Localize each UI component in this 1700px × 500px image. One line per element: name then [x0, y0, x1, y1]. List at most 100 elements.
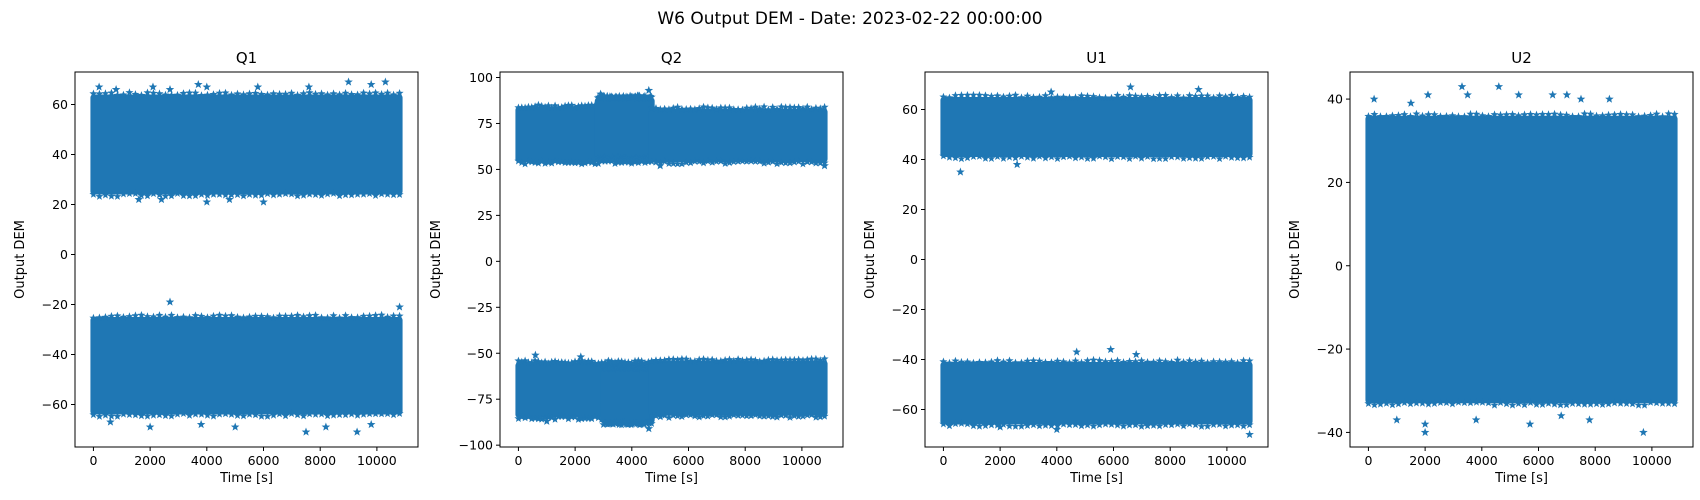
- data-point: [993, 152, 1002, 160]
- data-point: [221, 88, 230, 97]
- data-point: [131, 410, 140, 419]
- data-point: [125, 312, 134, 320]
- data-point: [957, 357, 966, 366]
- data-point: [353, 190, 362, 198]
- data-point: [371, 409, 380, 418]
- data-point: [1203, 358, 1212, 367]
- data-point: [1119, 358, 1128, 366]
- data-point-outlier: [1471, 415, 1481, 424]
- data-point: [215, 190, 224, 198]
- data-point: [1544, 110, 1553, 118]
- subplot-q2: Q2 0 2000 4000 6000 8000 10000 −100 −75 −50 −25 0 2…: [429, 49, 844, 486]
- data-point: [660, 356, 669, 364]
- data-point: [794, 103, 803, 111]
- data-point: [1466, 398, 1475, 407]
- x-tick-label: 6000: [1098, 453, 1130, 468]
- data-point: [1526, 398, 1535, 407]
- data-point: [794, 157, 803, 165]
- data-point: [1083, 356, 1092, 365]
- data-point: [1155, 421, 1164, 430]
- data-point-outlier: [1126, 82, 1135, 91]
- data-point: [377, 409, 386, 418]
- y-tick-label: 40: [52, 147, 68, 162]
- data-point: [245, 190, 254, 198]
- data-point: [1113, 421, 1122, 429]
- data-point: [547, 357, 556, 366]
- data-point: [975, 422, 984, 430]
- data-point: [695, 104, 704, 112]
- data-point: [1568, 399, 1577, 407]
- data-point: [618, 418, 627, 426]
- data-point: [1017, 422, 1026, 430]
- data-point: [816, 158, 825, 167]
- data-point: [1053, 92, 1062, 101]
- data-point: [939, 357, 948, 366]
- y-axis-label: Output DEM: [1288, 220, 1303, 299]
- data-point-outlier: [644, 424, 654, 433]
- data-point: [365, 409, 374, 418]
- data-point: [185, 88, 194, 97]
- data-point: [155, 89, 164, 97]
- data-point: [257, 412, 266, 420]
- data-point: [1029, 420, 1038, 429]
- data-point: [571, 357, 579, 365]
- data-point: [803, 411, 812, 419]
- data-point: [760, 102, 768, 111]
- data-point: [1574, 112, 1583, 120]
- data-point: [636, 155, 645, 163]
- data-point: [1197, 154, 1206, 162]
- data-point: [257, 191, 266, 199]
- data-point: [571, 412, 579, 421]
- data-point: [1538, 400, 1547, 408]
- data-point: [1185, 153, 1194, 162]
- data-point: [660, 104, 669, 113]
- y-tick-label: 0: [910, 252, 918, 267]
- data-point: [131, 189, 140, 197]
- x-axis-label: Time [s]: [1069, 471, 1123, 486]
- data-point: [768, 157, 777, 165]
- data-point: [1227, 91, 1236, 99]
- data-point: [561, 158, 570, 167]
- data-point: [993, 356, 1002, 364]
- data-point: [721, 103, 730, 112]
- data-point: [1005, 356, 1014, 365]
- data-point: [1095, 356, 1104, 364]
- data-point: [1508, 110, 1517, 118]
- data-point: [611, 159, 619, 167]
- data-point: [1382, 399, 1391, 407]
- data-point: [945, 421, 954, 430]
- data-point: [621, 157, 629, 166]
- data-point: [257, 312, 266, 320]
- data-point: [1227, 357, 1236, 366]
- data-point: [764, 105, 773, 114]
- data-point: [820, 102, 829, 111]
- data-point: [1197, 357, 1206, 365]
- data-point: [335, 313, 344, 322]
- data-point: [564, 101, 573, 109]
- data-point: [347, 410, 356, 418]
- data-point: [786, 355, 794, 364]
- data-point: [1137, 154, 1146, 162]
- data-point: [781, 411, 790, 419]
- data-point: [101, 190, 110, 199]
- data-point: [665, 413, 673, 421]
- data-point: [999, 92, 1008, 101]
- data-point: [1388, 111, 1397, 120]
- tick-group: 0 2000 4000 6000 8000 10000 −60 −40 −20 0 20 40 60: [892, 102, 1247, 468]
- data-point: [547, 159, 556, 167]
- data-point: [951, 91, 960, 99]
- data-point: [957, 419, 966, 427]
- y-tick-label: −40: [42, 347, 68, 362]
- data-point: [945, 93, 954, 102]
- data-point: [1430, 399, 1439, 407]
- data-point: [1113, 152, 1122, 160]
- data-point: [574, 415, 583, 423]
- data-point: [1191, 92, 1200, 100]
- data-point: [708, 410, 717, 419]
- data-point: [712, 410, 721, 419]
- data-point: [591, 412, 599, 421]
- data-point-outlier: [1576, 94, 1586, 103]
- data-point: [1376, 112, 1385, 120]
- data-point-outlier: [202, 197, 212, 206]
- data-point: [708, 158, 717, 166]
